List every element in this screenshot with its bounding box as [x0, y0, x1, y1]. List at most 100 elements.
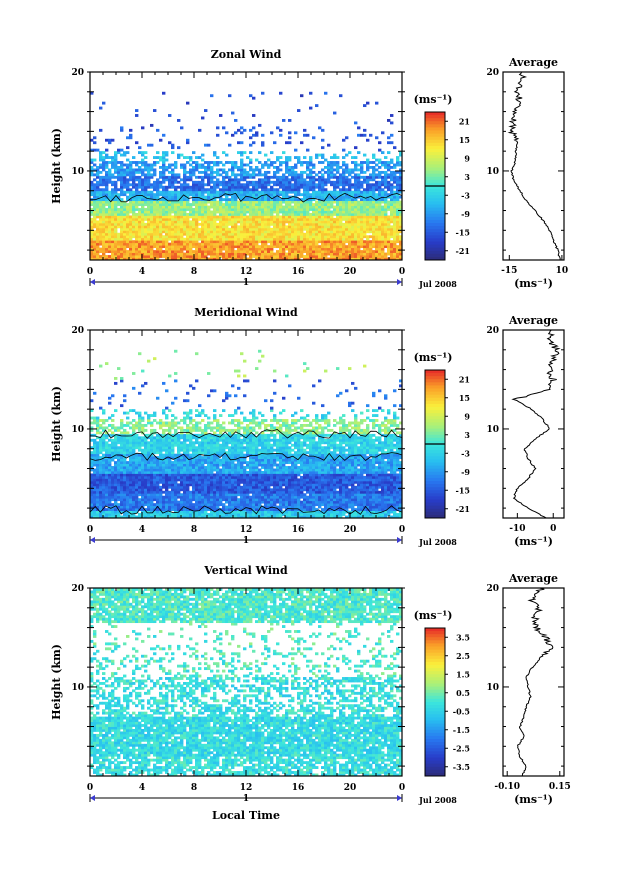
heatmap-cell	[333, 205, 337, 209]
heatmap-cell	[303, 198, 307, 202]
heatmap-cell	[195, 515, 199, 519]
heatmap-cell	[156, 250, 160, 253]
heatmap-cell	[396, 247, 400, 251]
heatmap-cell	[231, 235, 235, 239]
heatmap-cell	[324, 203, 328, 206]
heatmap-cell	[354, 232, 358, 236]
heatmap-cell	[366, 242, 370, 246]
heatmap-cell	[369, 173, 373, 177]
heatmap-cell	[198, 222, 202, 226]
heatmap-cell	[330, 257, 334, 261]
heatmap-cell	[327, 225, 331, 229]
heatmap-cell	[234, 161, 238, 164]
heatmap-cell	[93, 515, 97, 519]
heatmap-cell	[123, 247, 127, 251]
heatmap-cell	[279, 222, 283, 226]
heatmap-cell	[135, 508, 139, 511]
heatmap-cell	[234, 227, 238, 231]
heatmap-cell	[381, 170, 385, 174]
heatmap-cell	[216, 126, 220, 130]
heatmap-cell	[231, 198, 235, 202]
heatmap-cell	[195, 235, 199, 239]
heatmap-cell	[309, 255, 313, 258]
heatmap-cell	[159, 210, 163, 214]
heatmap-cell	[150, 257, 154, 261]
heatmap-cell	[135, 200, 139, 204]
heatmap-cell	[219, 250, 223, 253]
heatmap-cell	[195, 185, 199, 189]
heatmap-cell	[321, 156, 325, 159]
heatmap-cell	[165, 515, 169, 519]
heatmap-cell	[360, 213, 364, 216]
heatmap-cell	[240, 220, 244, 224]
heatmap-cell	[168, 225, 172, 229]
heatmap-cell	[111, 203, 115, 206]
heatmap-cell	[255, 215, 259, 219]
heatmap-cell	[249, 215, 253, 219]
colorbar-segment	[425, 115, 445, 119]
heatmap-cell	[339, 510, 343, 514]
heatmap-cell	[171, 190, 175, 194]
heatmap-cell	[246, 235, 250, 239]
heatmap-cell	[216, 193, 220, 197]
heatmap-cell	[276, 225, 280, 229]
heatmap-cell	[111, 230, 115, 234]
heatmap-cell	[333, 153, 337, 157]
heatmap-cell	[342, 242, 346, 246]
heatmap-cell	[129, 505, 133, 509]
heatmap-cell	[210, 227, 214, 231]
heatmap-cell	[117, 242, 121, 246]
heatmap-cell	[159, 170, 163, 174]
heatmap-cell	[162, 133, 166, 137]
heatmap-cell	[372, 175, 376, 179]
heatmap-cell	[306, 210, 310, 214]
heatmap-cell	[162, 508, 166, 511]
heatmap-cell	[246, 193, 250, 197]
heatmap-cell	[363, 161, 367, 164]
heatmap-cell	[138, 170, 142, 174]
heatmap-cell	[348, 200, 352, 204]
heatmap-cell	[348, 503, 352, 507]
heatmap-cell	[306, 235, 310, 239]
heatmap-cell	[396, 208, 400, 211]
heatmap-cell	[384, 245, 388, 249]
heatmap-cell	[273, 500, 277, 504]
heatmap-cell	[252, 126, 256, 130]
heatmap-cell	[186, 156, 190, 159]
heatmap-cell	[207, 498, 211, 502]
heatmap-cell	[366, 222, 370, 226]
heatmap-cell	[255, 180, 259, 184]
heatmap-cell	[108, 200, 112, 204]
heatmap-cell	[288, 178, 292, 182]
heatmap-cell	[303, 222, 307, 226]
heatmap-cell	[213, 193, 217, 197]
heatmap-cell	[303, 503, 307, 507]
heatmap-cell	[147, 168, 151, 172]
heatmap-cell	[114, 247, 118, 251]
heatmap-cell	[210, 168, 214, 172]
heatmap-cell	[171, 232, 175, 236]
heatmap-cell	[102, 195, 106, 199]
heatmap-cell	[291, 247, 295, 251]
heatmap-cell	[276, 508, 280, 511]
heatmap-cell	[168, 190, 172, 194]
heatmap-cell	[243, 210, 247, 214]
heatmap-cell	[132, 180, 136, 184]
heatmap-cell	[111, 513, 115, 516]
heatmap-cell	[96, 166, 100, 169]
heatmap-cell	[210, 200, 214, 204]
heatmap-cell	[372, 168, 376, 172]
heatmap-cell	[375, 230, 379, 234]
heatmap-cell	[267, 510, 271, 514]
heatmap-cell	[183, 213, 187, 216]
heatmap-cell	[198, 203, 202, 206]
heatmap-cell	[132, 198, 136, 202]
heatmap-cell	[132, 203, 136, 206]
heatmap-cell	[300, 252, 304, 256]
heatmap-cell	[276, 175, 280, 179]
heatmap-cell	[312, 237, 316, 241]
heatmap-cell	[198, 513, 202, 516]
heatmap-cell	[279, 203, 283, 206]
heatmap-cell	[396, 188, 400, 192]
heatmap-cell	[273, 183, 277, 187]
